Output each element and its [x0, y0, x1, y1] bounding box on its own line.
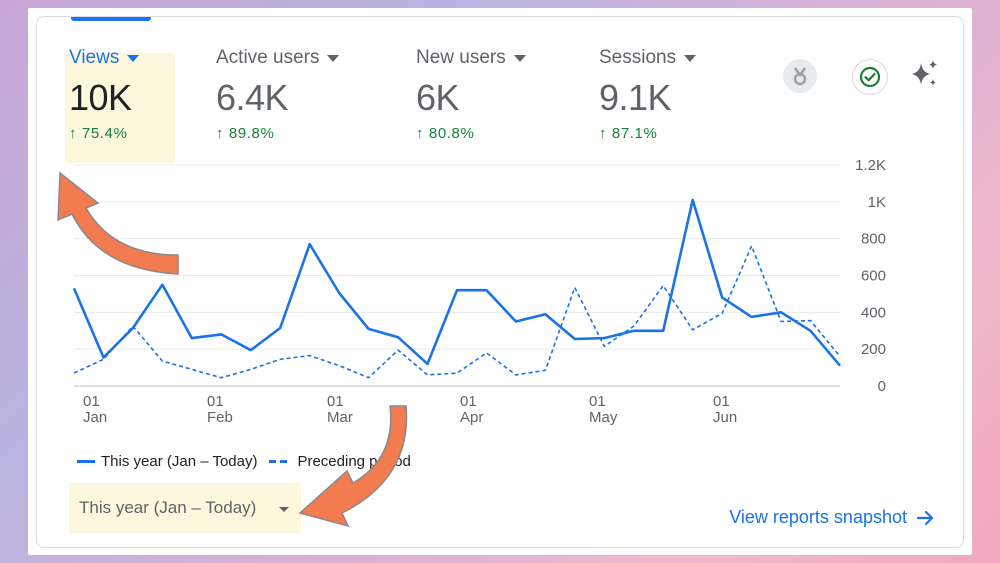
chevron-down-icon — [127, 54, 140, 62]
chart-series — [72, 198, 841, 379]
chevron-down-icon — [327, 54, 340, 62]
arrow-up-icon: ↑ — [416, 125, 425, 142]
x-tick-label: 01 May — [589, 393, 618, 426]
metric-active-users-change: ↑ 89.8% — [216, 125, 275, 142]
views-highlight — [65, 53, 175, 163]
series-line-this-year — [72, 198, 841, 367]
chevron-down-icon — [513, 54, 526, 62]
metric-sessions[interactable]: Sessions 9.1K ↑ 87.1% — [599, 47, 697, 142]
y-axis-labels: 0 200 400 600 800 1K 1.2K — [855, 157, 886, 395]
metric-new-users-value: 6K — [416, 77, 460, 118]
x-tick-label: 01 Apr — [460, 393, 483, 426]
chart-grid — [74, 164, 840, 387]
arrow-up-icon: ↑ — [599, 125, 608, 142]
x-tick-label: 01 Jun — [713, 393, 737, 426]
view-reports-snapshot-link[interactable]: View reports snapshot — [729, 507, 935, 528]
chevron-down-icon — [279, 507, 289, 512]
analytics-card: Views 10K ↑ 75.4% Active users 6.4K ↑ 89… — [36, 16, 964, 548]
metric-views[interactable]: Views 10K ↑ 75.4% — [69, 47, 140, 142]
top-tab-indicator — [71, 17, 151, 21]
y-tick-label: 1K — [868, 194, 886, 211]
metric-new-users[interactable]: New users 6K ↑ 80.8% — [416, 47, 526, 142]
legend-solid-swatch — [77, 460, 95, 463]
metric-sessions-value: 9.1K — [599, 77, 672, 118]
card-frame: Views 10K ↑ 75.4% Active users 6.4K ↑ 89… — [28, 8, 972, 555]
arrow-right-icon — [917, 510, 934, 525]
date-range-selector[interactable]: This year (Jan – Today) — [69, 483, 301, 533]
y-tick-label: 400 — [861, 304, 886, 321]
metric-active-users-label[interactable]: Active users — [216, 47, 340, 69]
y-tick-label: 0 — [878, 378, 886, 395]
metric-active-users-value: 6.4K — [216, 77, 289, 118]
orange-arrow-down-left — [298, 405, 408, 528]
metric-views-value: 10K — [69, 77, 132, 118]
y-tick-label: 600 — [861, 268, 886, 285]
metric-new-users-label[interactable]: New users — [416, 47, 526, 69]
metric-sessions-label[interactable]: Sessions — [599, 47, 697, 69]
x-tick-label: 01 Mar — [327, 393, 353, 426]
y-tick-label: 800 — [861, 231, 886, 248]
check-circle-icon[interactable] — [852, 59, 888, 95]
x-tick-label: 01 Feb — [207, 393, 233, 426]
insights-badge-icon[interactable] — [783, 59, 817, 93]
x-tick-label: 01 Jan — [83, 393, 107, 426]
y-tick-label: 1.2K — [855, 157, 886, 174]
legend-dashed-swatch — [269, 460, 290, 463]
metric-sessions-change: ↑ 87.1% — [599, 125, 658, 142]
annotation-arrows — [57, 171, 408, 528]
y-tick-label: 200 — [861, 341, 886, 358]
x-axis-labels: 01 Jan 01 Feb 01 Mar 01 Apr 01 May 01 Jun — [83, 393, 737, 426]
metric-new-users-change: ↑ 80.8% — [416, 125, 475, 142]
line-chart: 0 200 400 600 800 1K 1.2K 01 Jan 01 Feb 01 Mar 01 Apr… — [57, 157, 886, 528]
metric-views-label[interactable]: Views — [69, 47, 140, 69]
orange-arrow-up-left — [57, 171, 179, 275]
metric-active-users[interactable]: Active users 6.4K ↑ 89.8% — [216, 47, 340, 142]
sparkle-icon[interactable] — [908, 57, 942, 91]
arrow-up-icon: ↑ — [216, 125, 225, 142]
series-line-preceding-period — [73, 245, 841, 379]
legend-this-year[interactable]: This year (Jan – Today) — [77, 453, 257, 470]
arrow-up-icon: ↑ — [69, 125, 78, 142]
metric-views-change: ↑ 75.4% — [69, 125, 128, 142]
chevron-down-icon — [684, 54, 697, 62]
